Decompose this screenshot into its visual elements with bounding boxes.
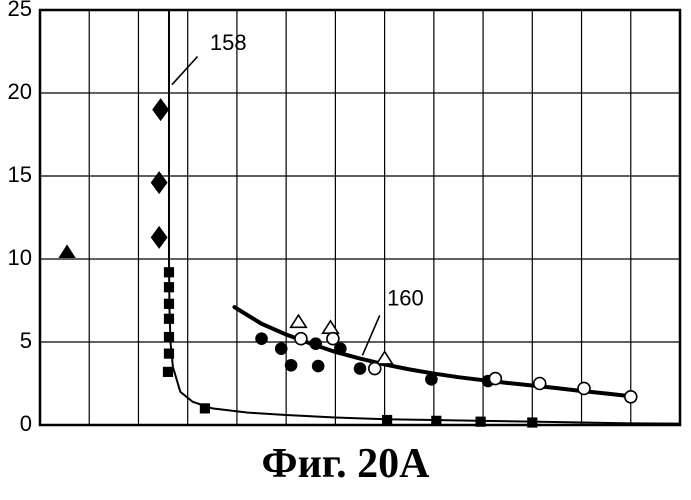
chart-plot: 0 5 10 15 20 25 158 160 (0, 0, 691, 500)
y-tick-label: 25 (8, 0, 32, 21)
y-tick-label: 15 (8, 162, 32, 187)
figure-caption: Фиг. 20A (0, 440, 691, 488)
label-160: 160 (387, 285, 424, 310)
y-tick-label: 20 (8, 79, 32, 104)
y-tick-label: 0 (20, 411, 32, 436)
figure-frame: 0 5 10 15 20 25 158 160 Фиг. 20A (0, 0, 691, 500)
label-158: 158 (210, 30, 247, 55)
y-tick-label: 10 (8, 245, 32, 270)
y-tick-label: 5 (20, 328, 32, 353)
